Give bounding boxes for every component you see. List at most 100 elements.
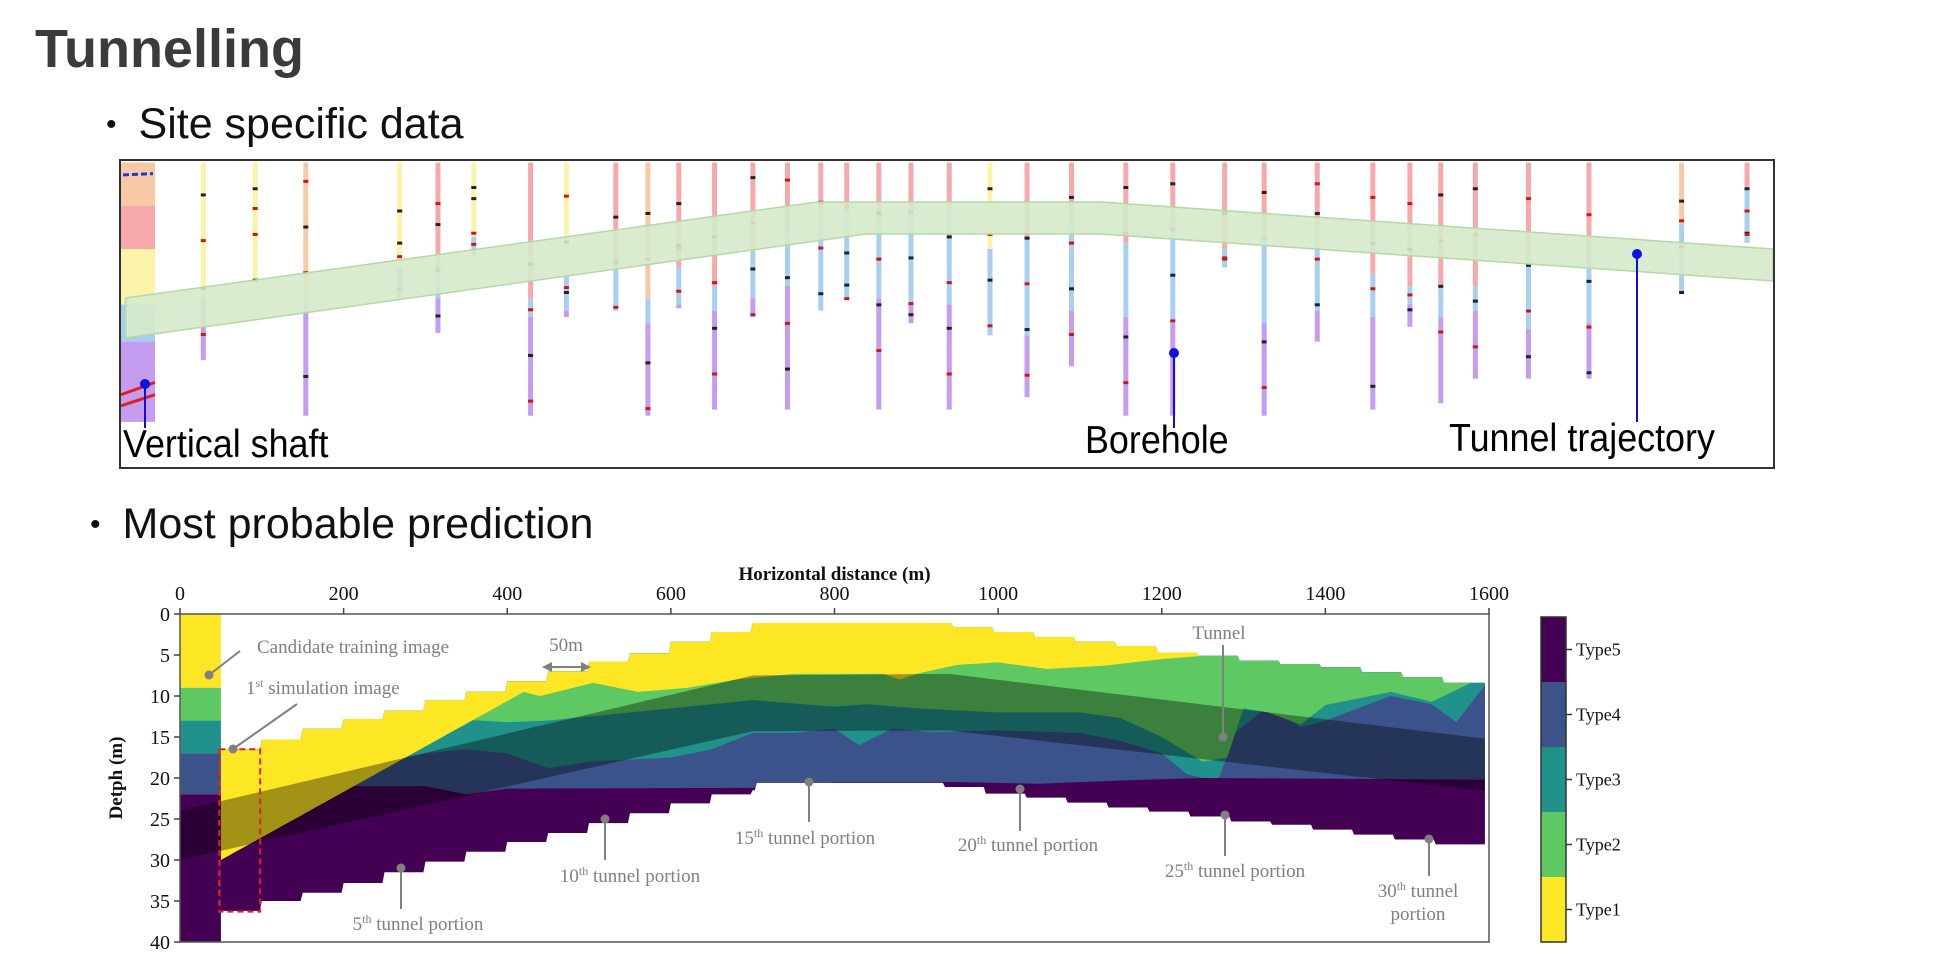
colorbar-segment-type5 — [1541, 617, 1566, 682]
borehole-segment — [908, 162, 914, 206]
borehole-segment — [1407, 304, 1413, 327]
y-tick-label: 0 — [160, 604, 170, 626]
colorbar-frame — [1540, 616, 1567, 943]
borehole-segment — [1024, 335, 1030, 398]
borehole-marker — [946, 326, 952, 330]
y-tick-label: 5 — [160, 645, 170, 667]
borehole-marker — [876, 257, 882, 261]
borehole-marker — [1069, 195, 1075, 199]
borehole-segment — [1525, 329, 1531, 379]
borehole-marker — [397, 241, 403, 245]
borehole-marker — [303, 179, 309, 183]
borehole-marker — [1438, 284, 1444, 288]
borehole-marker — [563, 290, 569, 294]
marker-dot — [396, 863, 406, 873]
borehole-marker — [1370, 195, 1376, 199]
colorbar-segment-type1 — [1541, 877, 1566, 942]
borehole-segment — [1370, 162, 1376, 274]
borehole-marker — [528, 353, 534, 357]
borehole-section-diagram — [121, 162, 1773, 428]
site-data-figure: Vertical shaft Borehole Tunnel trajector… — [119, 159, 1775, 469]
borehole-segment — [676, 304, 682, 309]
colorbar-segment-type3 — [1541, 747, 1566, 812]
label-tunnel: Tunnel — [1192, 623, 1245, 644]
borehole-marker — [1472, 187, 1478, 191]
borehole-marker — [1261, 340, 1267, 344]
x-tick-label: 1000 — [978, 583, 1018, 605]
borehole-segment — [1472, 162, 1478, 287]
borehole-marker — [1407, 293, 1413, 297]
pin-dot-icon — [1169, 348, 1179, 358]
borehole-marker — [1069, 332, 1075, 336]
borehole-segment — [1024, 162, 1030, 237]
colorbar-label: Type3 — [1576, 770, 1621, 790]
borehole-marker — [435, 223, 441, 227]
slide-title: Tunnelling — [35, 19, 304, 79]
borehole-segment — [676, 162, 682, 268]
marker-dot — [600, 814, 610, 824]
borehole-segment — [200, 162, 206, 299]
borehole-segment — [1438, 286, 1444, 317]
colorbar-segment-type2 — [1541, 812, 1566, 877]
leader-line — [208, 650, 241, 676]
borehole-segment — [876, 162, 882, 219]
borehole-marker — [252, 232, 258, 236]
marker-line — [122, 172, 154, 177]
borehole-marker — [1370, 384, 1376, 388]
borehole-marker — [1525, 197, 1531, 201]
borehole-segment — [1744, 187, 1750, 243]
borehole-segment — [1261, 162, 1267, 237]
borehole-marker — [712, 372, 718, 376]
borehole-marker — [1586, 371, 1592, 375]
borehole-marker — [563, 286, 569, 290]
borehole-segment — [1069, 162, 1075, 225]
marker-dot — [204, 670, 214, 680]
colorbar-label: Type5 — [1576, 640, 1621, 660]
borehole-segment — [528, 162, 534, 299]
borehole-marker — [1314, 257, 1320, 261]
borehole-segment — [200, 298, 206, 361]
label-vertical-shaft: Vertical shaft — [123, 423, 329, 466]
tunnel-overlay — [180, 673, 1485, 860]
bullet-icon: • — [106, 107, 117, 141]
borehole-segment — [712, 286, 718, 311]
borehole-marker — [876, 349, 882, 353]
borehole-marker — [528, 308, 534, 312]
borehole-segment — [987, 249, 993, 336]
borehole-marker — [471, 197, 477, 201]
label-30th-tunnel-portion: 30th tunnel — [1378, 879, 1459, 902]
borehole-segment — [946, 211, 952, 305]
borehole-segment — [1525, 162, 1531, 256]
y-tick-label: 35 — [150, 891, 170, 913]
borehole-marker — [987, 187, 993, 191]
y-tick-label: 30 — [150, 850, 170, 872]
borehole-marker — [1314, 211, 1320, 215]
borehole-marker — [435, 202, 441, 206]
borehole-marker — [303, 374, 309, 378]
borehole-segment — [1123, 316, 1129, 416]
borehole-marker — [1024, 236, 1030, 240]
training-image-type3 — [180, 720, 221, 754]
borehole-segment — [645, 323, 651, 416]
borehole-marker — [908, 302, 914, 306]
borehole-segment — [563, 162, 569, 274]
borehole-marker — [1525, 355, 1531, 359]
borehole-segment — [1472, 286, 1478, 311]
borehole-segment — [1222, 162, 1228, 249]
borehole-segment — [1586, 267, 1592, 324]
shaft-segment — [121, 162, 155, 206]
borehole-marker — [946, 281, 952, 285]
colorbar-label: Type4 — [1576, 705, 1621, 725]
borehole-marker — [844, 251, 850, 255]
borehole-segment — [1314, 310, 1320, 342]
borehole-segment — [1170, 162, 1176, 219]
borehole-marker — [1586, 325, 1592, 329]
borehole-marker — [1679, 199, 1685, 203]
axes: 0 200 400 600 800 1000 1200 1400 1600 0 5 10 15 20 25 3… — [106, 564, 1509, 954]
x-tick-label: 1400 — [1305, 583, 1345, 605]
borehole-marker — [818, 292, 824, 296]
training-image-type4 — [180, 753, 221, 795]
borehole-marker — [1069, 287, 1075, 291]
borehole-marker — [784, 178, 790, 182]
borehole-segment — [613, 162, 619, 268]
